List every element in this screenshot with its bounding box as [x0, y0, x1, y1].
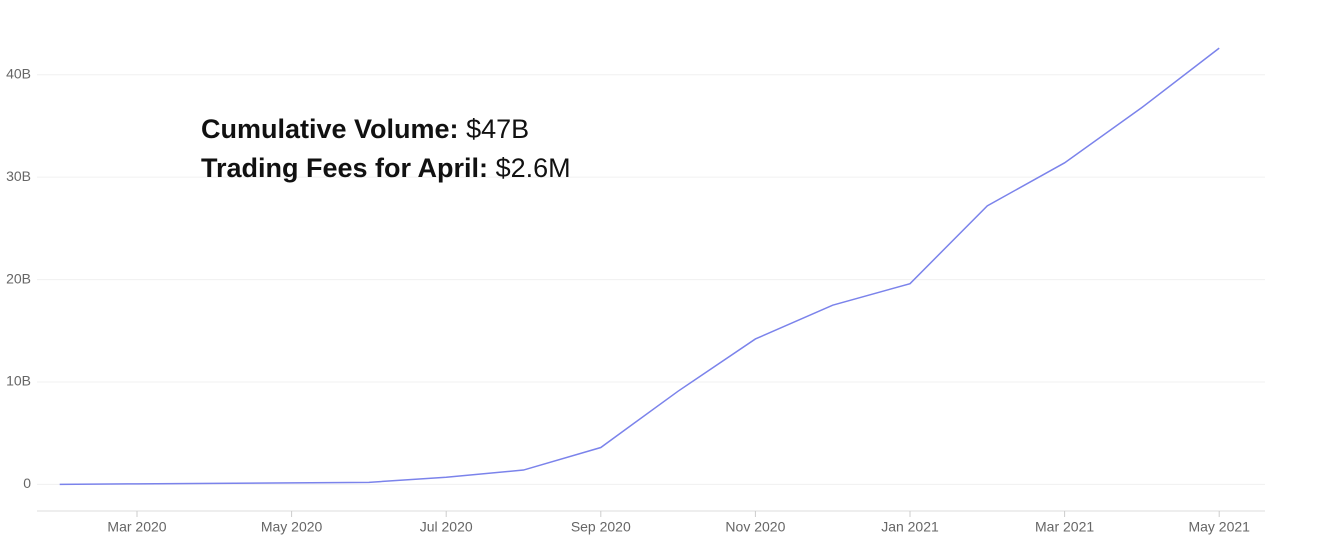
annotation-value: $47B	[466, 114, 529, 144]
x-tick-label: Mar 2020	[107, 519, 166, 535]
x-tick-label: May 2020	[261, 519, 323, 535]
x-tick-label: Sep 2020	[571, 519, 631, 535]
x-tick-label: May 2021	[1188, 519, 1250, 535]
line	[59, 47, 1220, 486]
y-tick-label: 0	[23, 475, 31, 491]
annotation-value: $2.6M	[496, 153, 571, 183]
annotation-label: Trading Fees for April:	[201, 153, 488, 183]
annotation-label: Cumulative Volume:	[201, 114, 459, 144]
y-tick-label: 20B	[6, 270, 31, 286]
x-tick-label: Nov 2020	[725, 519, 785, 535]
y-tick-label: 40B	[6, 65, 31, 81]
x-tick-label: Mar 2021	[1035, 519, 1094, 535]
x-tick-label: Jan 2021	[881, 519, 939, 535]
y-tick-label: 30B	[6, 168, 31, 184]
annotation: Trading Fees for April: $2.6M	[201, 153, 571, 183]
y-tick-label: 10B	[6, 373, 31, 389]
annotation: Cumulative Volume: $47B	[201, 114, 529, 144]
x-tick-label: Jul 2020	[420, 519, 473, 535]
